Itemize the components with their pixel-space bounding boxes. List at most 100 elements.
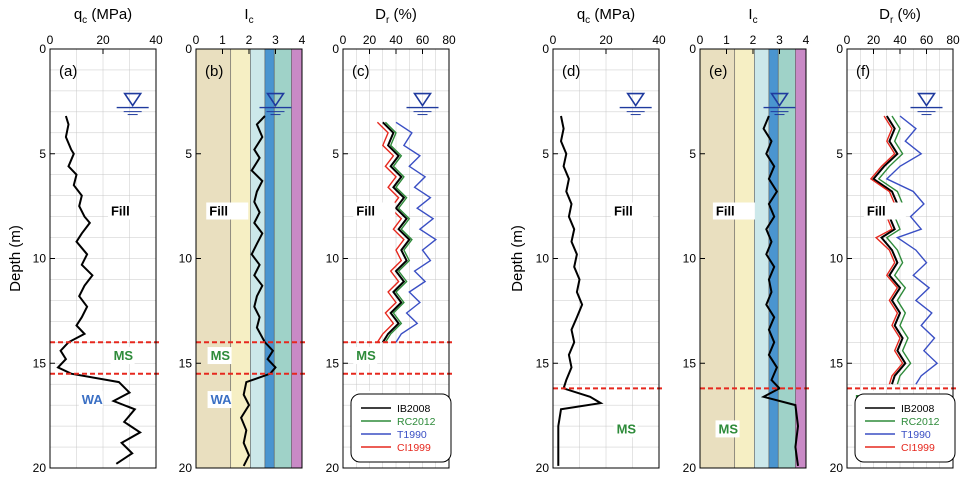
y-tick-label: 0 xyxy=(185,42,192,56)
panel-a: 0 20 40 0 5 10 15 20 qc (MPa) (a) Fill MS WA xyxy=(33,6,163,475)
layer-label: Fill xyxy=(614,204,633,219)
x-axis-title: Dr (%) xyxy=(375,6,417,26)
series-line-rc2012 xyxy=(877,115,912,385)
x-tick-label: 3 xyxy=(776,33,783,47)
panel-label: (f) xyxy=(856,63,870,80)
legend-box xyxy=(854,393,956,463)
series-line-ib2008 xyxy=(872,115,907,385)
x-tick-label: 40 xyxy=(389,33,403,47)
layer-label: WA xyxy=(82,392,104,407)
y-tick-label: 10 xyxy=(683,252,697,266)
x-tick-label: 60 xyxy=(416,33,430,47)
layer-label-bg xyxy=(107,202,150,220)
legend-entry: T1990 xyxy=(901,429,931,441)
sbt-zone xyxy=(734,49,755,468)
y-tick-label: 10 xyxy=(179,252,193,266)
legend-entry: RC2012 xyxy=(901,416,940,428)
x-tick-label: 0 xyxy=(193,33,200,47)
sbt-zone xyxy=(700,49,735,468)
water-table-icon xyxy=(123,92,143,108)
legend-entry: IB2008 xyxy=(901,403,934,415)
sbt-zone xyxy=(264,49,275,468)
sbt-zone xyxy=(250,49,265,468)
legend-entry: RC2012 xyxy=(397,416,436,428)
layer-label-bg xyxy=(110,347,135,365)
layer-label: Fill xyxy=(867,204,886,219)
y-tick-label: 15 xyxy=(536,356,550,370)
series-line-profile xyxy=(56,115,143,465)
y-tick-label: 15 xyxy=(179,356,193,370)
y-tick-label: 5 xyxy=(185,147,192,161)
legend-entry: IB2008 xyxy=(397,403,430,415)
x-tick-label: 40 xyxy=(893,33,907,47)
series-line-profile xyxy=(239,115,277,467)
x-axis-title: qc (MPa) xyxy=(74,6,132,26)
panel-label: (a) xyxy=(59,63,77,80)
layer-label-bg xyxy=(715,420,740,438)
layer-label: Fill xyxy=(209,204,228,219)
y-tick-label: 5 xyxy=(332,147,339,161)
x-tick-label: 0 xyxy=(844,33,851,47)
y-tick-label: 20 xyxy=(179,461,193,475)
y-tick-label: 15 xyxy=(33,356,47,370)
water-table-icon xyxy=(626,92,646,108)
panel-label: (b) xyxy=(205,63,223,80)
x-tick-label: 0 xyxy=(550,33,557,47)
y-tick-label: 15 xyxy=(326,356,340,370)
y-tick-label: 20 xyxy=(536,461,550,475)
y-tick-label: 15 xyxy=(830,356,844,370)
x-tick-label: 1 xyxy=(219,33,226,47)
y-tick-label: 0 xyxy=(689,42,696,56)
sbt-zone xyxy=(768,49,779,468)
y-tick-label: 20 xyxy=(683,461,697,475)
y-tick-label: 0 xyxy=(836,42,843,56)
y-tick-label: 10 xyxy=(33,252,47,266)
layer-label-bg xyxy=(206,202,249,220)
series-line-rc2012 xyxy=(384,121,413,343)
layer-label-bg xyxy=(712,202,755,220)
x-tick-label: 3 xyxy=(272,33,279,47)
y-tick-label: 0 xyxy=(39,42,46,56)
sbt-zone xyxy=(754,49,769,468)
y-tick-label: 0 xyxy=(542,42,549,56)
layer-label-bg xyxy=(78,391,103,409)
x-axis-title: Ic xyxy=(244,6,253,26)
panel-b: 0 1 2 3 4 0 5 10 15 20 Ic (b) Fill MS WA xyxy=(179,6,306,475)
layer-label-bg xyxy=(863,202,906,220)
panel-d: 0 20 40 0 5 10 15 20 qc (MPa) (d) Fill MS xyxy=(536,6,666,475)
layer-label-bg xyxy=(207,347,232,365)
sbt-zone xyxy=(795,49,806,468)
layer-label-bg xyxy=(207,391,232,409)
sbt-zone xyxy=(274,49,292,468)
y-tick-label: 20 xyxy=(326,461,340,475)
y-tick-label: 10 xyxy=(536,252,550,266)
layer-label-bg xyxy=(610,202,653,220)
y-tick-label: 0 xyxy=(332,42,339,56)
x-tick-label: 20 xyxy=(599,33,613,47)
y-tick-label: 10 xyxy=(326,252,340,266)
water-table-icon xyxy=(770,92,789,108)
x-tick-label: 2 xyxy=(246,33,253,47)
layer-label: WA xyxy=(211,392,233,407)
layer-label: Fill xyxy=(111,204,130,219)
series-line-t1990 xyxy=(885,115,939,385)
legend-box xyxy=(350,393,452,463)
x-tick-label: 20 xyxy=(867,33,881,47)
y-tick-label: 5 xyxy=(836,147,843,161)
layer-label: MS xyxy=(211,348,231,363)
x-tick-label: 20 xyxy=(363,33,377,47)
x-tick-label: 0 xyxy=(47,33,54,47)
x-tick-label: 60 xyxy=(920,33,934,47)
y-tick-label: 20 xyxy=(830,461,844,475)
y-axis-label: Depth (m) xyxy=(7,225,24,292)
panel-label: (c) xyxy=(352,63,370,80)
series-line-ci1999 xyxy=(869,115,904,385)
layer-label-bg xyxy=(353,347,378,365)
layer-label: MS xyxy=(356,348,376,363)
sbt-zone xyxy=(291,49,302,468)
layer-label-bg xyxy=(613,420,638,438)
y-tick-label: 15 xyxy=(683,356,697,370)
y-tick-label: 5 xyxy=(39,147,46,161)
